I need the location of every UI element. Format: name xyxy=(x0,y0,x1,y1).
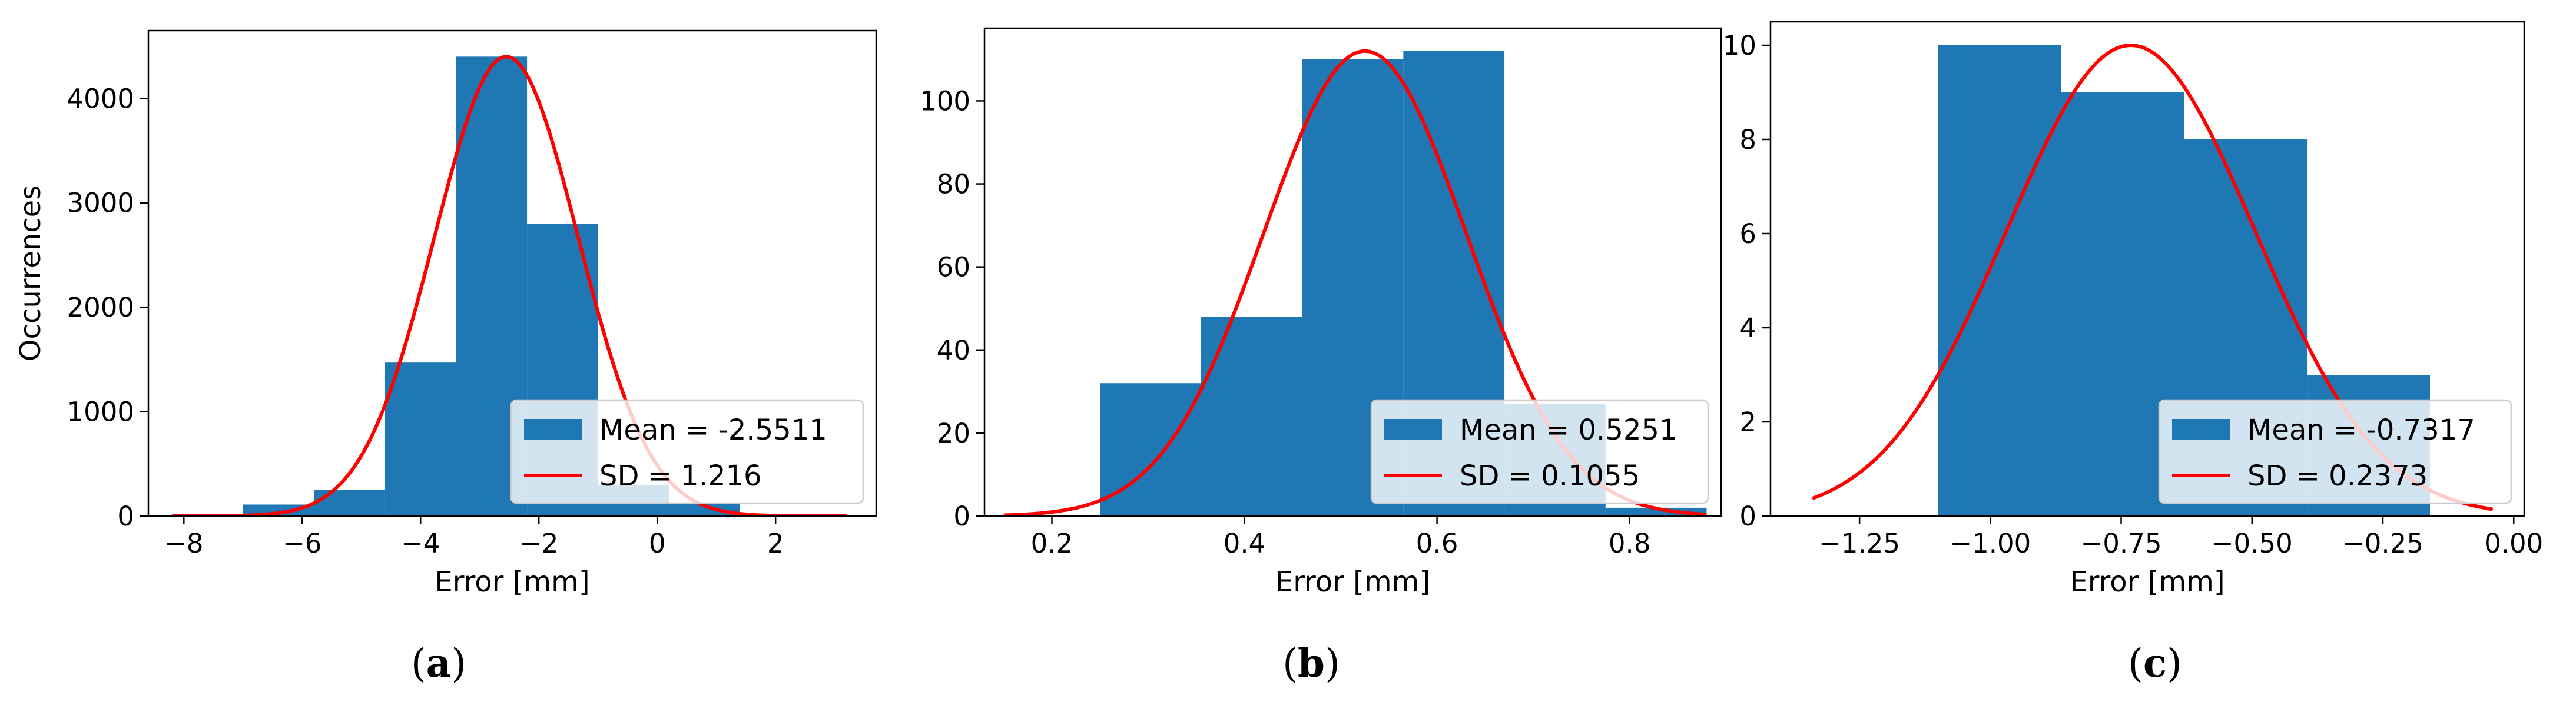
y-tick-label: 0 xyxy=(1739,501,1756,532)
legend-swatch-bar xyxy=(524,419,582,440)
legend: Mean = -2.5511 SD = 1.216 xyxy=(510,399,864,504)
legend-entry-sd: SD = 0.2373 xyxy=(2247,460,2428,493)
x-tick-label: 2 xyxy=(767,528,784,559)
gaussian-fit-line xyxy=(172,55,847,516)
x-tick-label: 0.00 xyxy=(2484,528,2543,559)
x-axis-label: Error [mm] xyxy=(2070,565,2224,598)
x-tick-label: −8 xyxy=(164,528,203,559)
legend-entry-sd: SD = 1.216 xyxy=(599,460,762,493)
y-tick-label: 40 xyxy=(937,335,970,366)
legend-frame xyxy=(510,399,864,504)
x-tick-label: −1.00 xyxy=(1950,528,2031,559)
legend-entry-mean: Mean = 0.5251 xyxy=(1460,414,1677,447)
axes-frame xyxy=(1769,21,2525,517)
x-tick-label: −2 xyxy=(519,528,558,559)
x-axis-label: Error [mm] xyxy=(1275,565,1430,598)
legend-entry-sd: SD = 0.1055 xyxy=(1460,460,1640,493)
axes-frame xyxy=(983,27,1722,517)
y-tick-label: 3000 xyxy=(67,188,134,219)
panel-caption: (c) xyxy=(2128,640,2182,686)
legend-entry-mean: Mean = -2.5511 xyxy=(599,414,827,447)
legend-frame xyxy=(2158,399,2512,504)
x-tick-label: −0.25 xyxy=(2342,528,2424,559)
histogram-bar-3 xyxy=(384,362,456,516)
y-axis-label: Occurrences xyxy=(14,185,47,361)
histogram-bars xyxy=(1938,45,2430,516)
x-tick-label: 0.6 xyxy=(1416,528,1458,559)
histogram-bar-0 xyxy=(1938,45,2061,516)
chart-panel-a: −8 −6 −4 −2 0 2 0 1000 2000 3000 4000 Error [mm] Occ… xyxy=(14,29,877,686)
x-tick-label: 0.8 xyxy=(1609,528,1651,559)
y-tick-label: 0 xyxy=(953,501,970,532)
x-tick-label: −1.25 xyxy=(1819,528,1900,559)
x-tick-label: −4 xyxy=(401,528,440,559)
y-tick-label: 0 xyxy=(117,501,134,532)
legend: Mean = 0.5251 SD = 0.1055 xyxy=(1370,399,1709,504)
histogram-bar-1 xyxy=(1201,317,1302,516)
x-axis-label: Error [mm] xyxy=(435,565,589,598)
y-tick-label: 2 xyxy=(1739,407,1756,438)
legend: Mean = -0.7317 SD = 0.2373 xyxy=(2158,399,2512,504)
panel-caption: (b) xyxy=(1282,640,1340,686)
x-tick-label: −0.75 xyxy=(2081,528,2162,559)
y-tick-label: 80 xyxy=(937,169,970,200)
y-tick-label: 4000 xyxy=(67,83,134,114)
y-tick-label: 100 xyxy=(920,85,970,117)
panel-caption: (a) xyxy=(411,640,466,686)
histogram-bar-2 xyxy=(314,490,385,516)
y-tick-label: 10 xyxy=(1723,30,1756,61)
x-tick-label: −6 xyxy=(283,528,321,559)
x-tick-label: 0.4 xyxy=(1224,528,1266,559)
y-tick-label: 20 xyxy=(937,418,970,449)
x-tick-label: −0.50 xyxy=(2212,528,2293,559)
legend-entry-mean: Mean = -0.7317 xyxy=(2247,414,2475,447)
y-tick-label: 8 xyxy=(1739,124,1756,155)
legend-frame xyxy=(1370,399,1709,504)
y-tick-label: 60 xyxy=(937,252,970,283)
legend-swatch-bar xyxy=(2172,419,2230,440)
y-tick-label: 4 xyxy=(1739,312,1756,344)
chart-panel-b: 0.2 0.4 0.6 0.8 0 20 40 60 80 100 Error [mm] Mean =… xyxy=(920,27,1722,686)
y-tick-label: 1000 xyxy=(67,397,134,428)
legend-swatch-bar xyxy=(1384,419,1442,440)
axes-frame xyxy=(147,29,877,517)
y-tick-label: 6 xyxy=(1739,218,1756,249)
x-tick-label: 0.2 xyxy=(1031,528,1073,559)
chart-panel-c: −1.25 −1.00 −0.75 −0.50 −0.25 0.00 0 2 4 6 8 10 Erro… xyxy=(1723,21,2543,686)
histogram-bar-0 xyxy=(1100,383,1201,516)
x-tick-label: 0 xyxy=(649,528,666,559)
y-tick-label: 2000 xyxy=(67,292,134,323)
